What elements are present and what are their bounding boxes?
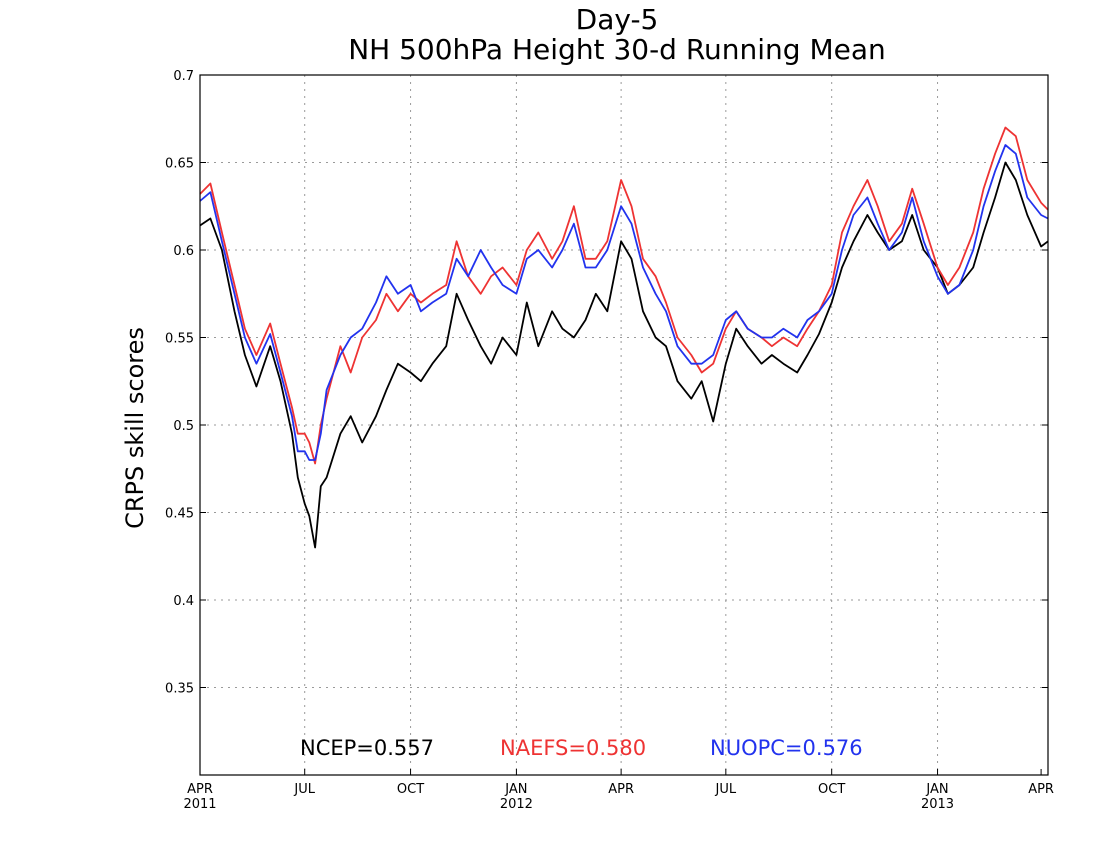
x-tick-label: JUL bbox=[293, 782, 315, 797]
chart-subtitle: NH 500hPa Height 30-d Running Mean bbox=[348, 33, 886, 66]
legend-entry-ncep: NCEP=0.557 bbox=[300, 736, 434, 760]
x-tick-label: APR bbox=[608, 782, 634, 797]
y-tick-label: 0.5 bbox=[173, 419, 194, 434]
y-tick-label: 0.4 bbox=[173, 594, 194, 609]
x-tick-label: OCT bbox=[818, 782, 845, 797]
x-tick-year-label: 2011 bbox=[183, 797, 216, 812]
legend-entry-nuopc: NUOPC=0.576 bbox=[710, 736, 863, 760]
x-tick-label: JAN bbox=[925, 782, 948, 797]
y-tick-label: 0.65 bbox=[165, 157, 194, 172]
x-tick-label: APR bbox=[187, 782, 213, 797]
y-axis-ticks: 0.35 0.4 0.45 0.5 0.55 0.6 0.65 0.7 bbox=[165, 69, 1048, 697]
chart-title: Day-5 bbox=[576, 3, 659, 36]
x-tick-year-label: 2012 bbox=[500, 797, 533, 812]
x-tick-label: OCT bbox=[397, 782, 424, 797]
legend: NCEP=0.557 NAEFS=0.580 NUOPC=0.576 bbox=[300, 736, 863, 760]
series-lines bbox=[199, 126, 1049, 549]
y-tick-label: 0.6 bbox=[173, 244, 194, 259]
y-axis-label: CRPS skill scores bbox=[121, 327, 149, 529]
series-line-2 bbox=[199, 144, 1049, 461]
x-tick-year-label: 2013 bbox=[921, 797, 954, 812]
y-tick-label: 0.7 bbox=[173, 69, 194, 84]
series-line-1 bbox=[199, 126, 1049, 465]
y-tick-label: 0.35 bbox=[165, 682, 194, 697]
legend-entry-naefs: NAEFS=0.580 bbox=[500, 736, 646, 760]
y-tick-label: 0.45 bbox=[165, 507, 194, 522]
y-tick-label: 0.55 bbox=[165, 332, 194, 347]
grid-lines bbox=[200, 75, 1048, 775]
x-tick-label: APR bbox=[1028, 782, 1054, 797]
x-tick-label: JUL bbox=[715, 782, 737, 797]
series-line-0 bbox=[199, 161, 1049, 549]
x-tick-label: JAN bbox=[504, 782, 527, 797]
